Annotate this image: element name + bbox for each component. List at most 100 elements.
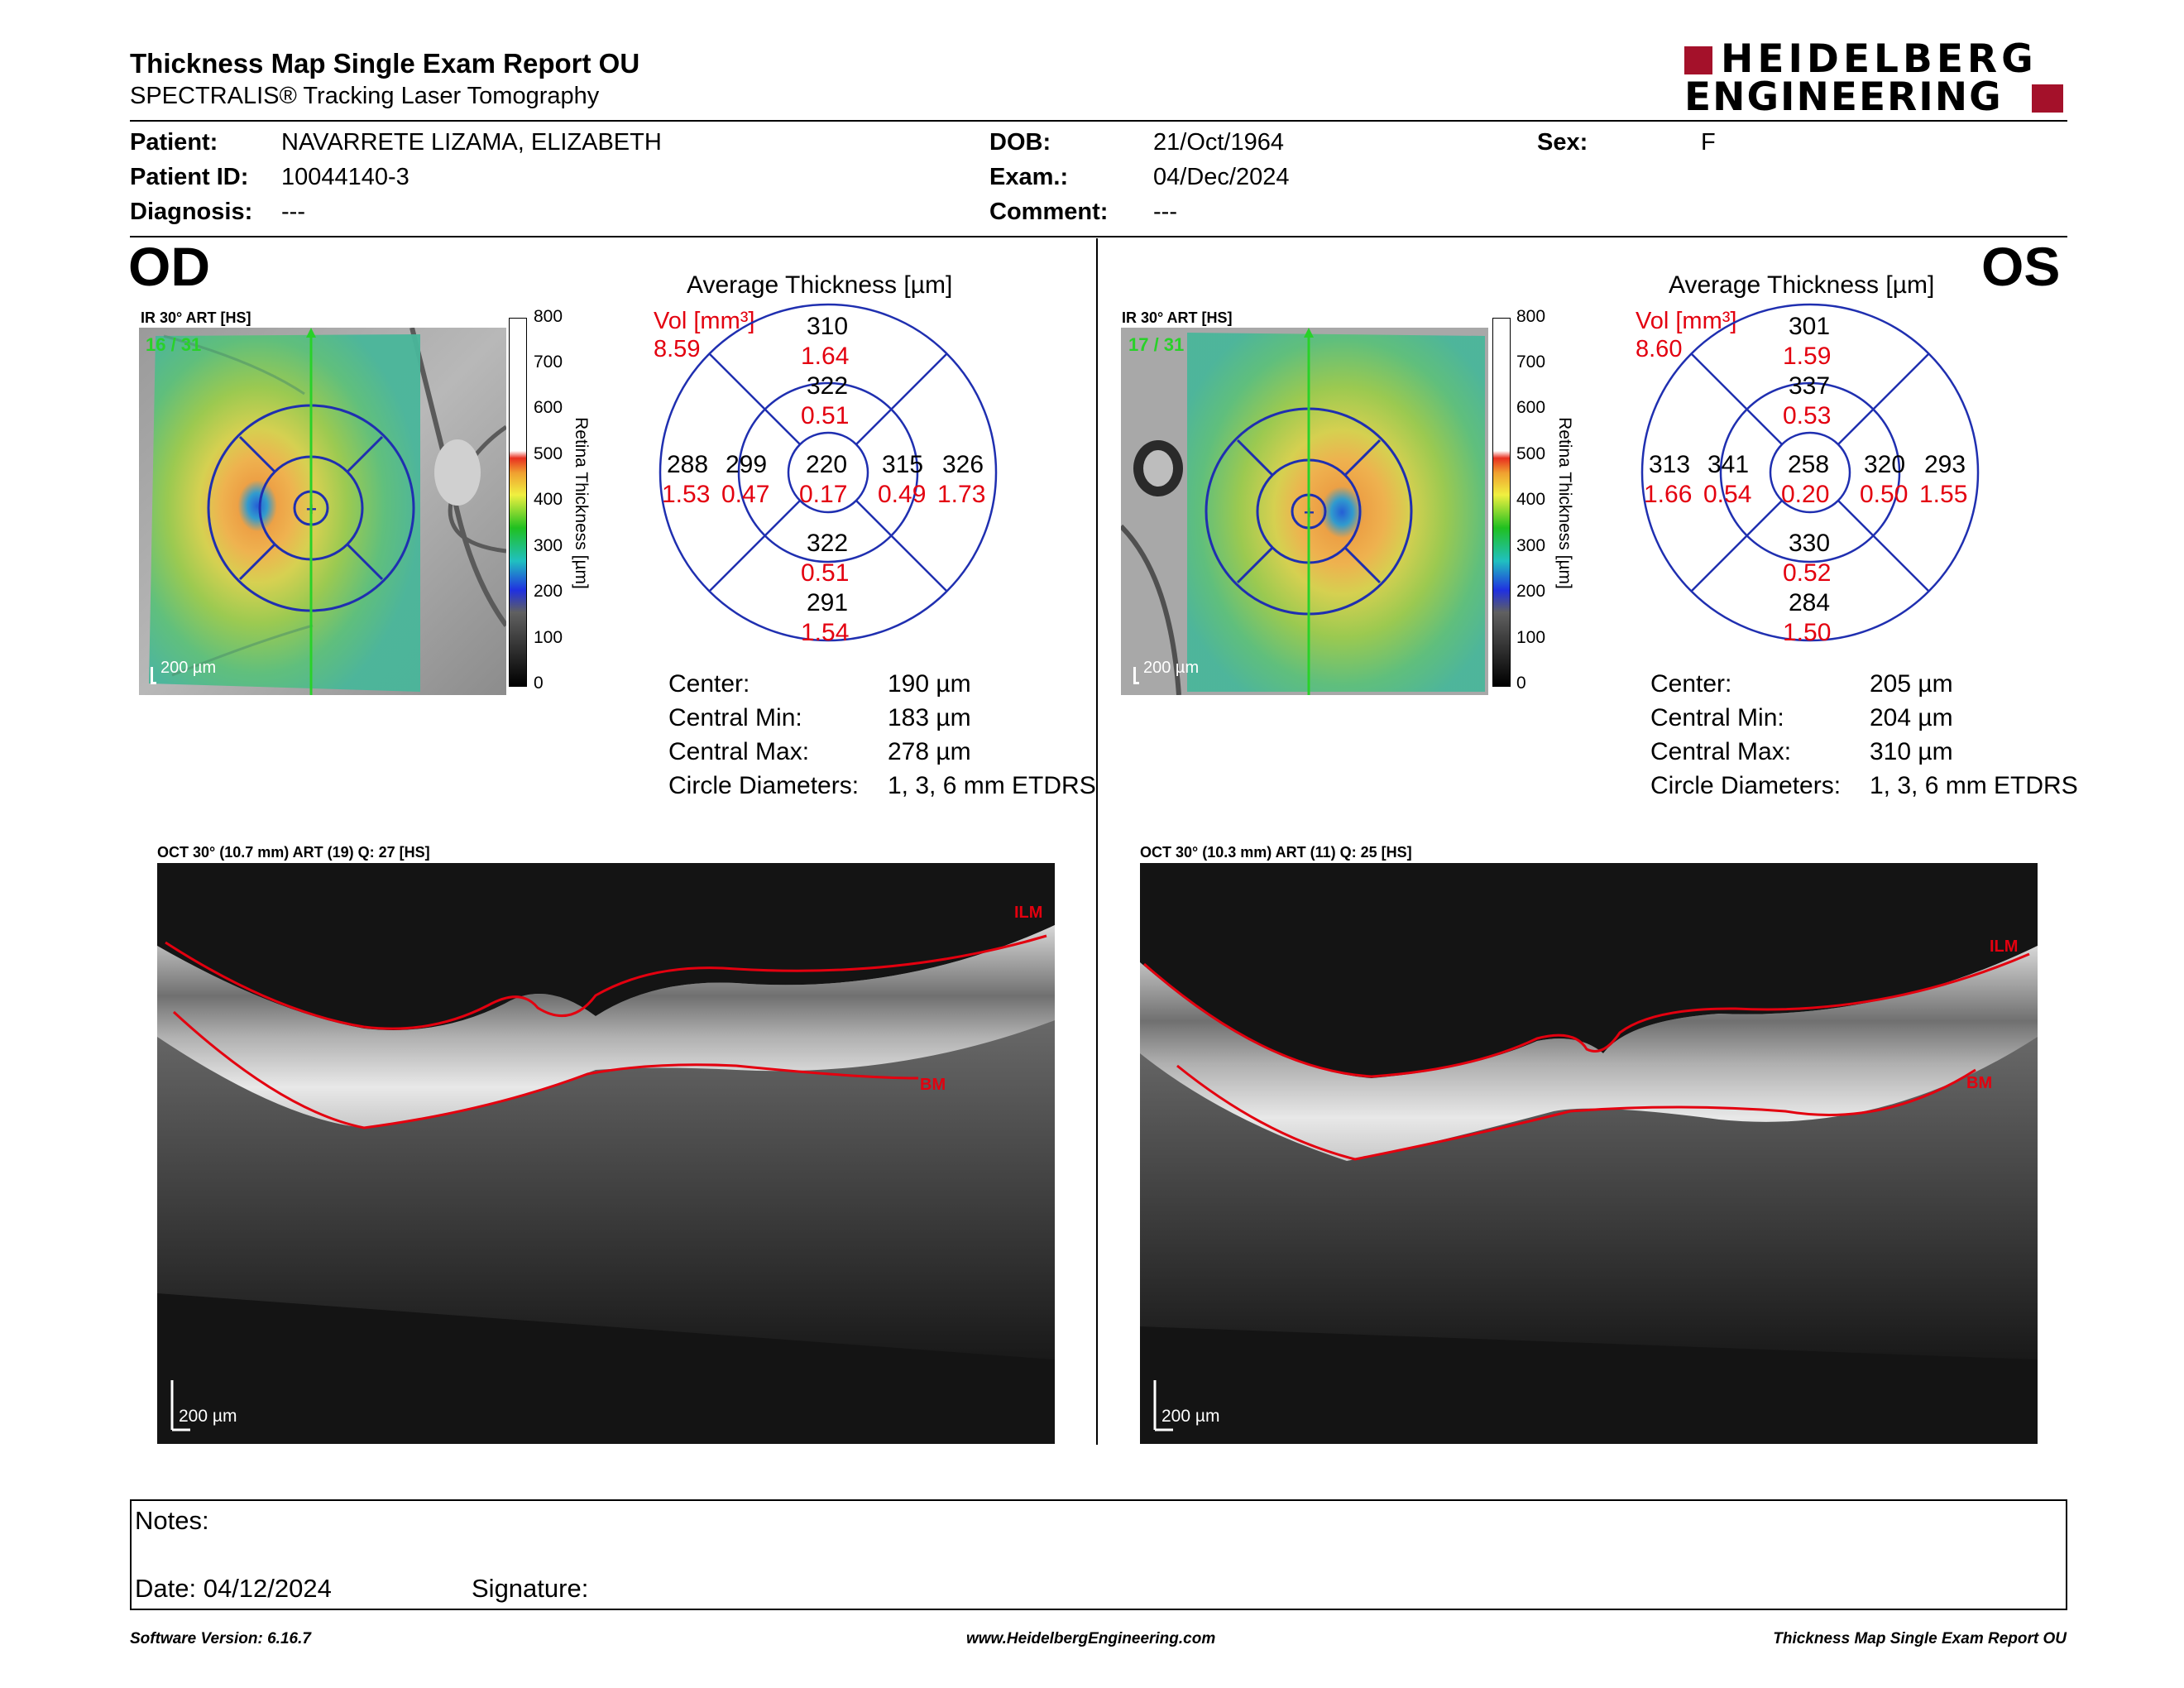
eye-divider xyxy=(1096,238,1098,1445)
od-right-inner: 315 xyxy=(882,451,924,478)
od-circ-value: 1, 3, 6 mm ETDRS xyxy=(888,772,1096,799)
os-tick-500: 500 xyxy=(1516,444,1546,463)
logo-line1: HEIDELBERG xyxy=(1721,36,2038,82)
os-fundus-scalebar xyxy=(1133,667,1139,684)
od-left-outer: 288 xyxy=(667,451,709,478)
dob-value: 21/Oct/1964 xyxy=(1153,129,1284,156)
os-thickness-map: + xyxy=(1121,328,1488,695)
od-fundus-scale: 200 µm xyxy=(160,659,217,677)
od-sup-outer: 310 xyxy=(807,313,849,340)
os-tick-0: 0 xyxy=(1516,674,1526,693)
od-tick-600: 600 xyxy=(534,398,563,417)
os-center: 258 xyxy=(1788,451,1830,478)
os-tick-300: 300 xyxy=(1516,536,1546,555)
notes-box[interactable] xyxy=(130,1499,2067,1610)
os-cmax-label: Central Max: xyxy=(1650,738,1792,765)
os-tick-600: 600 xyxy=(1516,398,1546,417)
os-center-vol: 0.20 xyxy=(1781,481,1830,508)
os-center-value: 205 µm xyxy=(1870,670,1953,698)
od-left-inner-vol: 0.47 xyxy=(721,481,770,508)
os-frame-count: 17 / 31 xyxy=(1128,334,1185,355)
os-right-outer: 293 xyxy=(1924,451,1966,478)
os-oct-label: OCT 30° (10.3 mm) ART (11) Q: 25 [HS] xyxy=(1140,844,1412,861)
os-oct-scan xyxy=(1140,863,2038,1444)
os-fundus-scale: 200 µm xyxy=(1143,659,1200,677)
header-divider xyxy=(130,120,2067,122)
dob-label: DOB: xyxy=(989,129,1051,156)
od-tick-500: 500 xyxy=(534,444,563,463)
od-thickness-map: + xyxy=(139,328,506,695)
date-label: Date: 04/12/2024 xyxy=(135,1574,332,1603)
od-center: 220 xyxy=(806,451,848,478)
od-sup-inner-vol: 0.51 xyxy=(801,402,850,429)
od-avg-title: Average Thickness [µm] xyxy=(687,271,953,299)
os-inf-outer-vol: 1.50 xyxy=(1783,619,1832,646)
od-cmax-value: 278 µm xyxy=(888,738,971,765)
od-ilm-label: ILM xyxy=(1014,904,1043,922)
comment-value: --- xyxy=(1153,199,1177,225)
od-sup-outer-vol: 1.64 xyxy=(801,343,850,370)
os-right-inner: 320 xyxy=(1864,451,1906,478)
os-center-label: Center: xyxy=(1650,670,1732,698)
logo-square-bottom xyxy=(2032,84,2063,113)
od-oct-scale: 200 µm xyxy=(179,1407,237,1426)
patient-label: Patient: xyxy=(130,129,218,156)
od-tick-100: 100 xyxy=(534,628,563,647)
os-ilm-label: ILM xyxy=(1990,938,2019,956)
os-sup-outer: 301 xyxy=(1789,313,1831,340)
website-link[interactable]: www.HeidelbergEngineering.com xyxy=(966,1630,1216,1647)
sex-label: Sex: xyxy=(1537,129,1588,156)
os-inf-outer: 284 xyxy=(1789,589,1831,616)
od-cmax-label: Central Max: xyxy=(668,738,810,765)
software-version: Software Version: 6.16.7 xyxy=(130,1630,311,1647)
os-vol-value: 8.60 xyxy=(1636,336,1683,362)
od-right-outer: 326 xyxy=(942,451,984,478)
os-left-inner: 341 xyxy=(1707,451,1750,478)
os-colorbar-title: Retina Thickness [µm] xyxy=(1555,417,1574,589)
od-center-value: 190 µm xyxy=(888,670,971,698)
logo-line2: ENGINEERING xyxy=(1684,74,2003,120)
od-colorbar-title: Retina Thickness [µm] xyxy=(572,417,591,589)
os-tick-200: 200 xyxy=(1516,582,1546,601)
os-tick-800: 800 xyxy=(1516,307,1546,326)
os-sup-inner-vol: 0.53 xyxy=(1783,402,1832,429)
os-left-outer-vol: 1.66 xyxy=(1644,481,1693,508)
logo-square-top xyxy=(1684,46,1712,74)
od-ir-label: IR 30° ART [HS] xyxy=(141,309,251,326)
patient-divider xyxy=(130,236,2067,237)
os-avg-title: Average Thickness [µm] xyxy=(1669,271,1935,299)
sex-value: F xyxy=(1701,129,1716,156)
od-oct-scan xyxy=(157,863,1055,1444)
od-left-outer-vol: 1.53 xyxy=(662,481,711,508)
os-cmax-value: 310 µm xyxy=(1870,738,1953,765)
od-oct-label: OCT 30° (10.7 mm) ART (19) Q: 27 [HS] xyxy=(157,844,430,861)
od-cmin-value: 183 µm xyxy=(888,704,971,731)
od-colorbar xyxy=(509,318,527,687)
od-inf-outer-vol: 1.54 xyxy=(801,619,850,646)
report-subtitle: SPECTRALIS® Tracking Laser Tomography xyxy=(130,83,600,109)
od-circ-label: Circle Diameters: xyxy=(668,772,860,799)
exam-value: 04/Dec/2024 xyxy=(1153,164,1290,190)
od-right-outer-vol: 1.73 xyxy=(937,481,986,508)
signature-label: Signature: xyxy=(472,1574,589,1603)
od-tick-400: 400 xyxy=(534,490,563,509)
os-cmin-value: 204 µm xyxy=(1870,704,1953,731)
diagnosis-label: Diagnosis: xyxy=(130,199,253,225)
patient-value: NAVARRETE LIZAMA, ELIZABETH xyxy=(281,129,662,156)
od-tick-800: 800 xyxy=(534,307,563,326)
od-bm-label: BM xyxy=(920,1076,946,1094)
os-sup-outer-vol: 1.59 xyxy=(1783,343,1832,370)
os-circ-value: 1, 3, 6 mm ETDRS xyxy=(1870,772,2078,799)
os-tick-100: 100 xyxy=(1516,628,1546,647)
od-center-vol: 0.17 xyxy=(799,481,848,508)
os-colorbar xyxy=(1492,318,1511,687)
os-right-inner-vol: 0.50 xyxy=(1860,481,1909,508)
report-title: Thickness Map Single Exam Report OU xyxy=(130,48,640,79)
os-circ-label: Circle Diameters: xyxy=(1650,772,1842,799)
patient-id-value: 10044140-3 xyxy=(281,164,410,190)
os-inf-inner: 330 xyxy=(1789,530,1831,557)
od-fundus-scalebar xyxy=(151,667,156,684)
exam-label: Exam.: xyxy=(989,164,1069,190)
od-frame-count: 16 / 31 xyxy=(146,334,202,355)
os-etdrs-grid xyxy=(1640,303,1980,642)
